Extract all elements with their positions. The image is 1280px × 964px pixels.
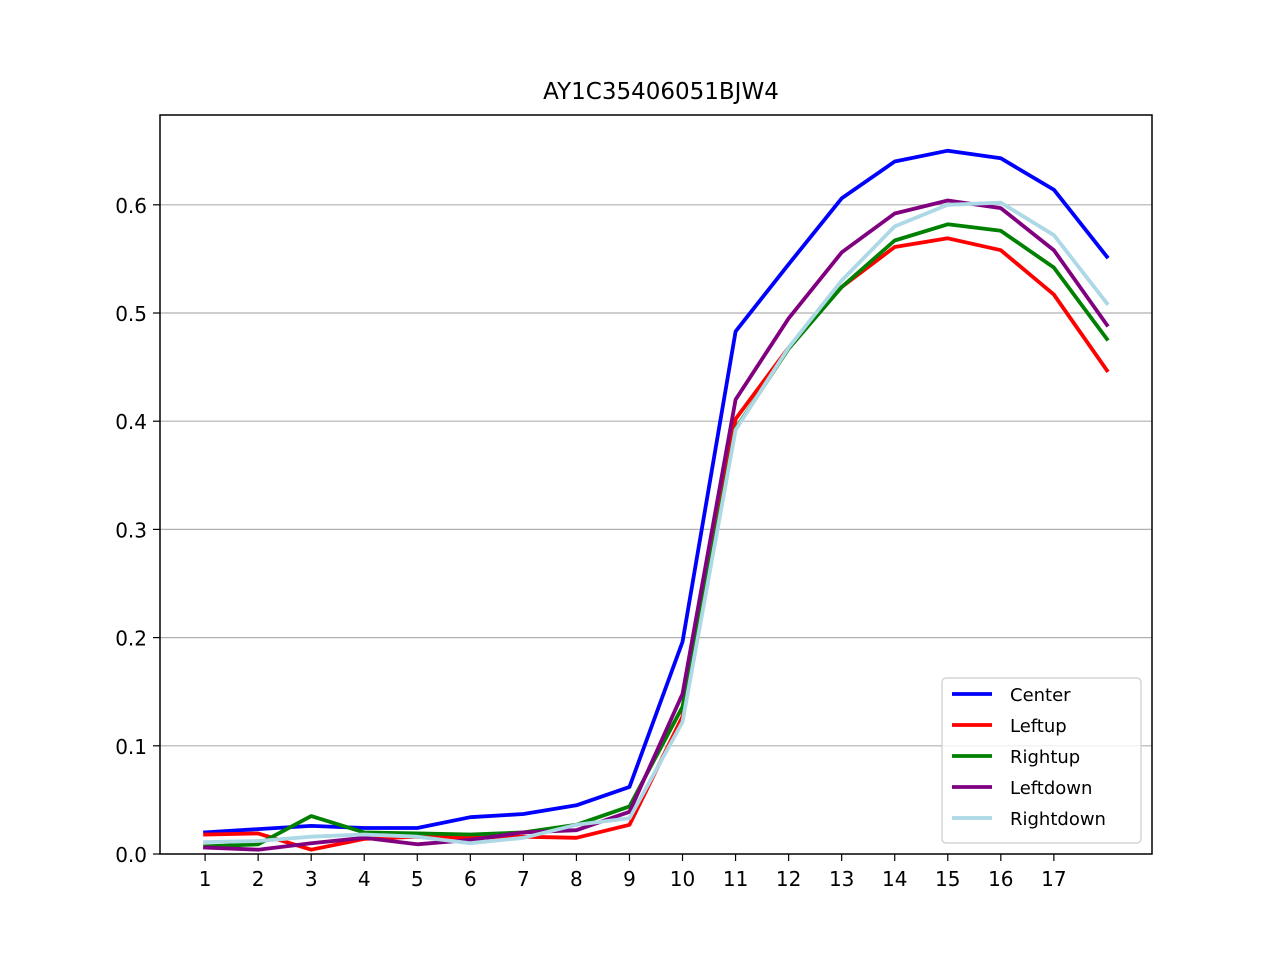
legend-label: Rightdown — [1010, 809, 1106, 830]
x-tick-label: 15 — [935, 867, 960, 891]
y-tick-label: 0.1 — [115, 735, 147, 759]
x-tick-label: 17 — [1041, 867, 1066, 891]
x-tick-label: 2 — [252, 867, 265, 891]
y-tick-label: 0.3 — [115, 518, 147, 542]
x-tick-label: 4 — [358, 867, 371, 891]
y-tick-label: 0.0 — [115, 843, 147, 867]
y-tick-label: 0.5 — [115, 302, 147, 326]
legend-label: Center — [1010, 685, 1071, 706]
x-tick-label: 9 — [623, 867, 636, 891]
x-axis: 1 2 3 4 5 6 7 8 9 10 11 12 13 14 15 16 17 — [199, 854, 1067, 891]
legend-label: Rightup — [1010, 747, 1080, 768]
y-tick-label: 0.4 — [115, 410, 147, 434]
series-line-center — [203, 148, 1110, 835]
series-lines — [203, 148, 1110, 852]
x-tick-label: 12 — [776, 867, 801, 891]
series-line-leftdown — [203, 198, 1110, 852]
legend: Center Leftup Rightup Leftdown Rightdown — [941, 677, 1142, 844]
x-tick-label: 3 — [305, 867, 318, 891]
y-axis: 0.0 0.1 0.2 0.3 0.4 0.5 0.6 — [115, 194, 160, 867]
x-tick-label: 5 — [411, 867, 424, 891]
x-tick-label: 16 — [988, 867, 1013, 891]
legend-box — [941, 677, 1142, 844]
x-tick-label: 14 — [882, 867, 907, 891]
x-tick-label: 10 — [670, 867, 695, 891]
x-tick-label: 11 — [723, 867, 748, 891]
x-tick-label: 7 — [517, 867, 530, 891]
legend-label: Leftup — [1010, 716, 1067, 737]
chart-title: AY1C35406051BJW4 — [543, 79, 779, 105]
plot-frame — [159, 114, 1153, 855]
series-line-rightdown — [203, 200, 1110, 846]
x-tick-label: 8 — [570, 867, 583, 891]
y-tick-label: 0.6 — [115, 194, 147, 218]
x-tick-label: 13 — [829, 867, 854, 891]
x-tick-label: 6 — [464, 867, 477, 891]
x-tick-label: 1 — [199, 867, 212, 891]
legend-label: Leftdown — [1010, 778, 1092, 799]
y-tick-label: 0.2 — [115, 627, 147, 651]
